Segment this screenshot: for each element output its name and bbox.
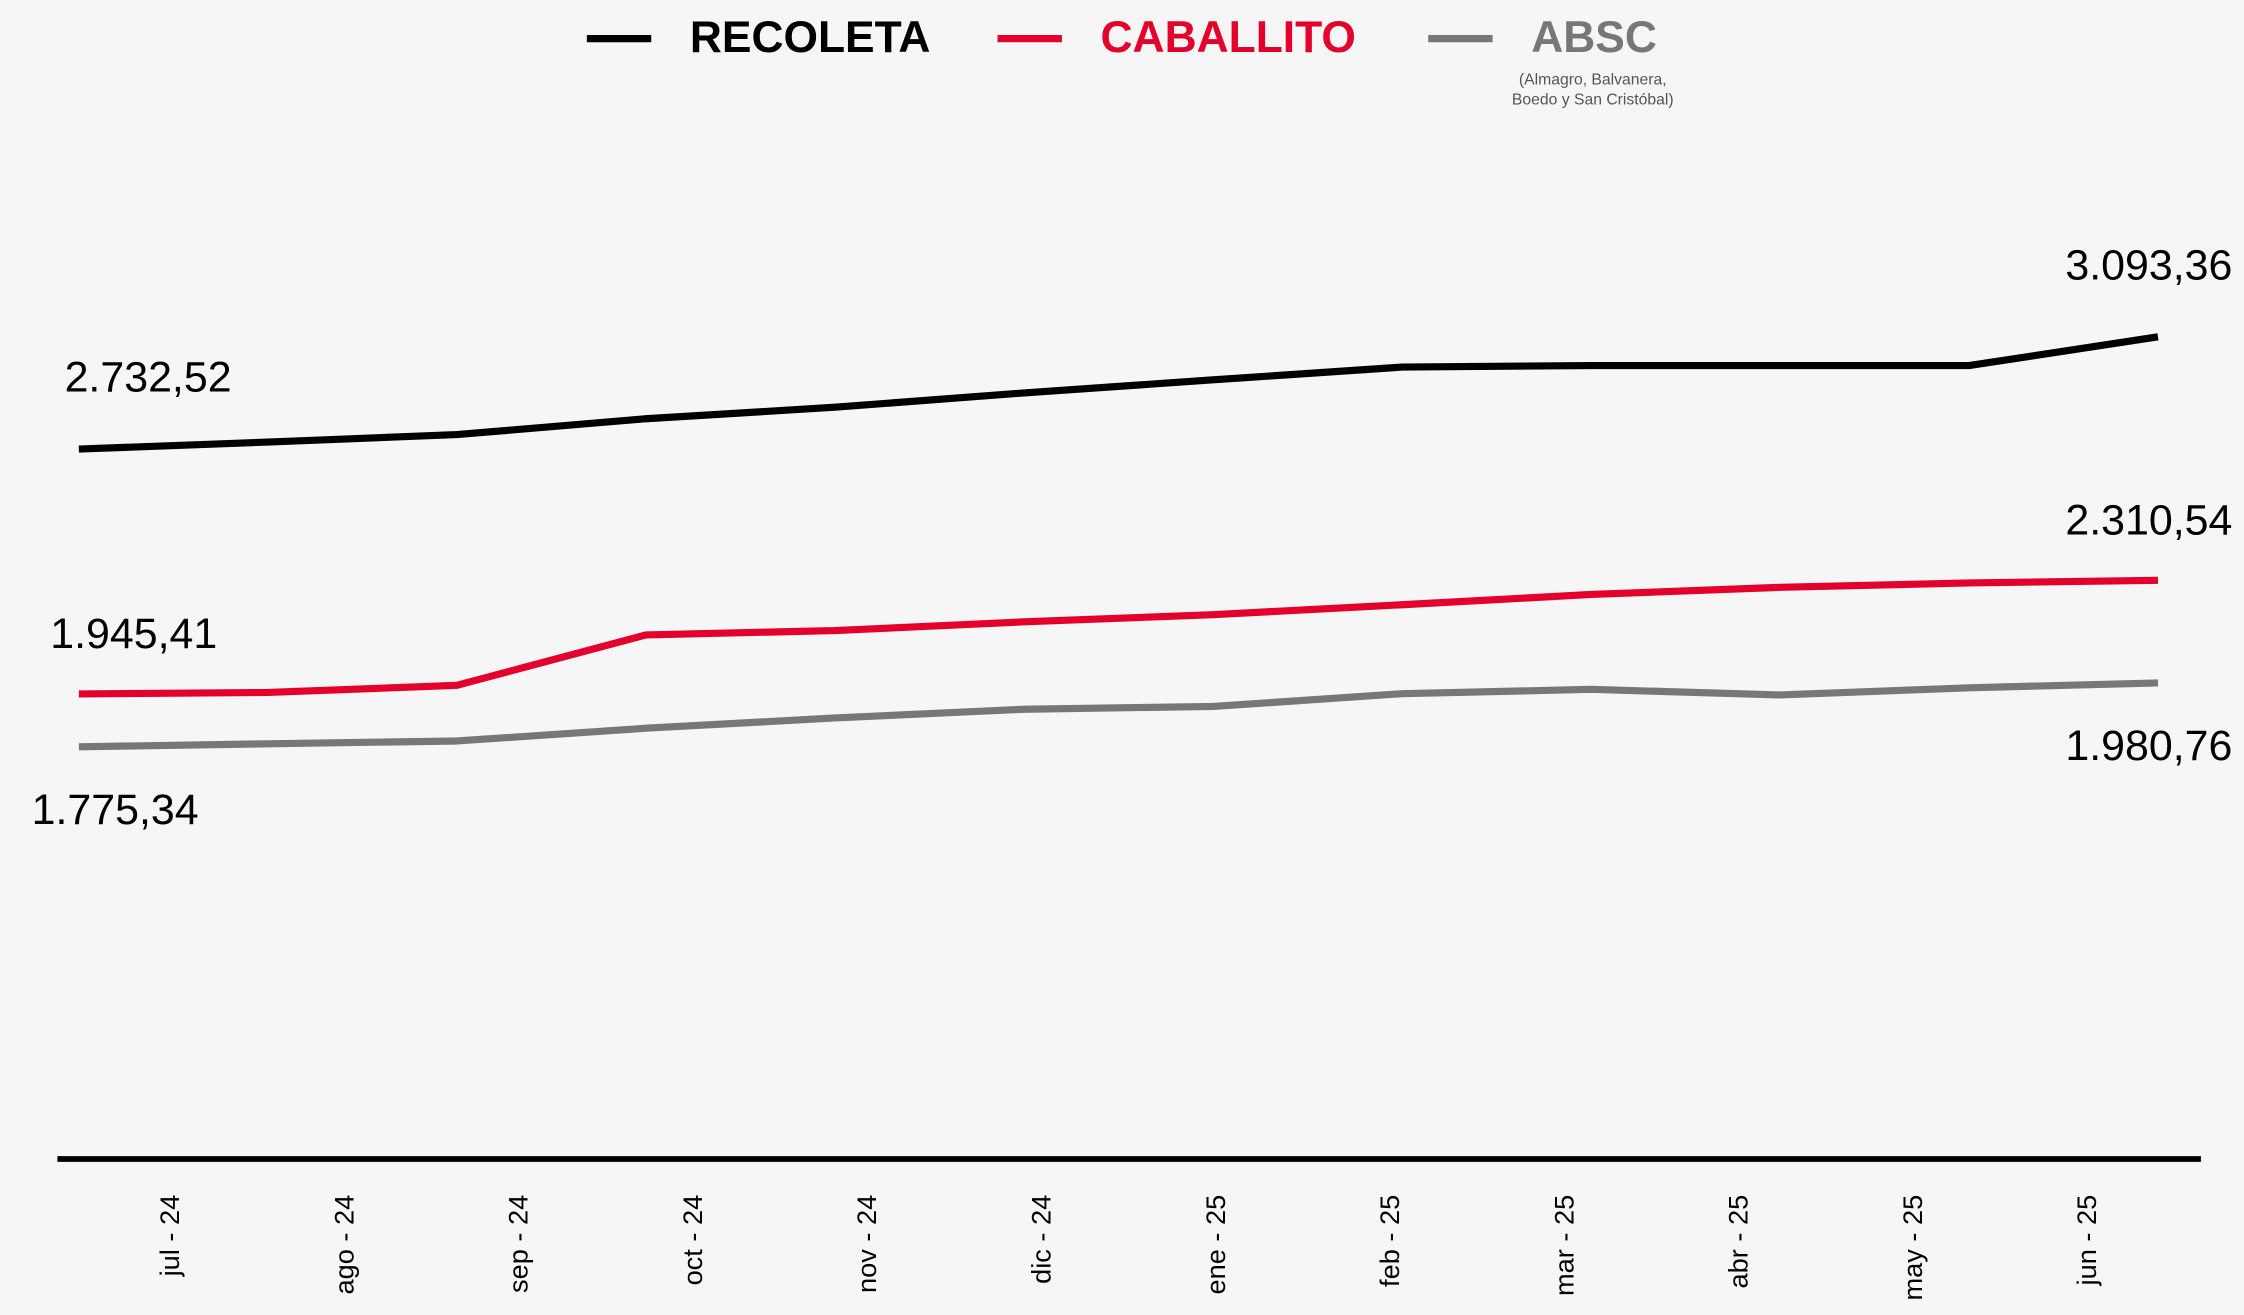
x-tick-label: mar - 25 [1548, 1195, 1579, 1296]
value-label: 2.310,54 [2065, 496, 2232, 544]
x-tick-label: dic - 24 [1025, 1195, 1056, 1284]
legend-label: CABALLITO [1101, 13, 1356, 62]
value-label: 1.775,34 [32, 786, 199, 834]
x-tick-label: ene - 25 [1200, 1195, 1231, 1295]
value-label: 3.093,36 [2065, 241, 2232, 289]
legend-label: RECOLETA [690, 13, 931, 62]
series-line [78, 333, 2159, 453]
legend-note: Boedo y San Cristóbal) [1512, 91, 1674, 108]
series-line [78, 576, 2159, 698]
x-tick-label: jun - 25 [2071, 1195, 2102, 1287]
x-tick-label: oct - 24 [677, 1195, 708, 1286]
series-line [78, 679, 2159, 751]
value-label: 1.945,41 [50, 610, 217, 658]
x-tick-label: jul - 24 [154, 1195, 185, 1278]
value-label: 2.732,52 [65, 354, 232, 402]
x-tick-label: abr - 25 [1723, 1195, 1754, 1289]
x-tick-label: ago - 24 [328, 1195, 359, 1295]
x-tick-label: feb - 25 [1374, 1195, 1405, 1287]
x-tick-label: nov - 24 [851, 1195, 882, 1293]
x-tick-label: sep - 24 [503, 1195, 534, 1293]
legend-label: ABSC [1531, 13, 1657, 62]
x-tick-label: may - 25 [1897, 1195, 1928, 1301]
value-label: 1.980,76 [2065, 722, 2232, 770]
legend-note: (Almagro, Balvanera, [1519, 71, 1667, 88]
